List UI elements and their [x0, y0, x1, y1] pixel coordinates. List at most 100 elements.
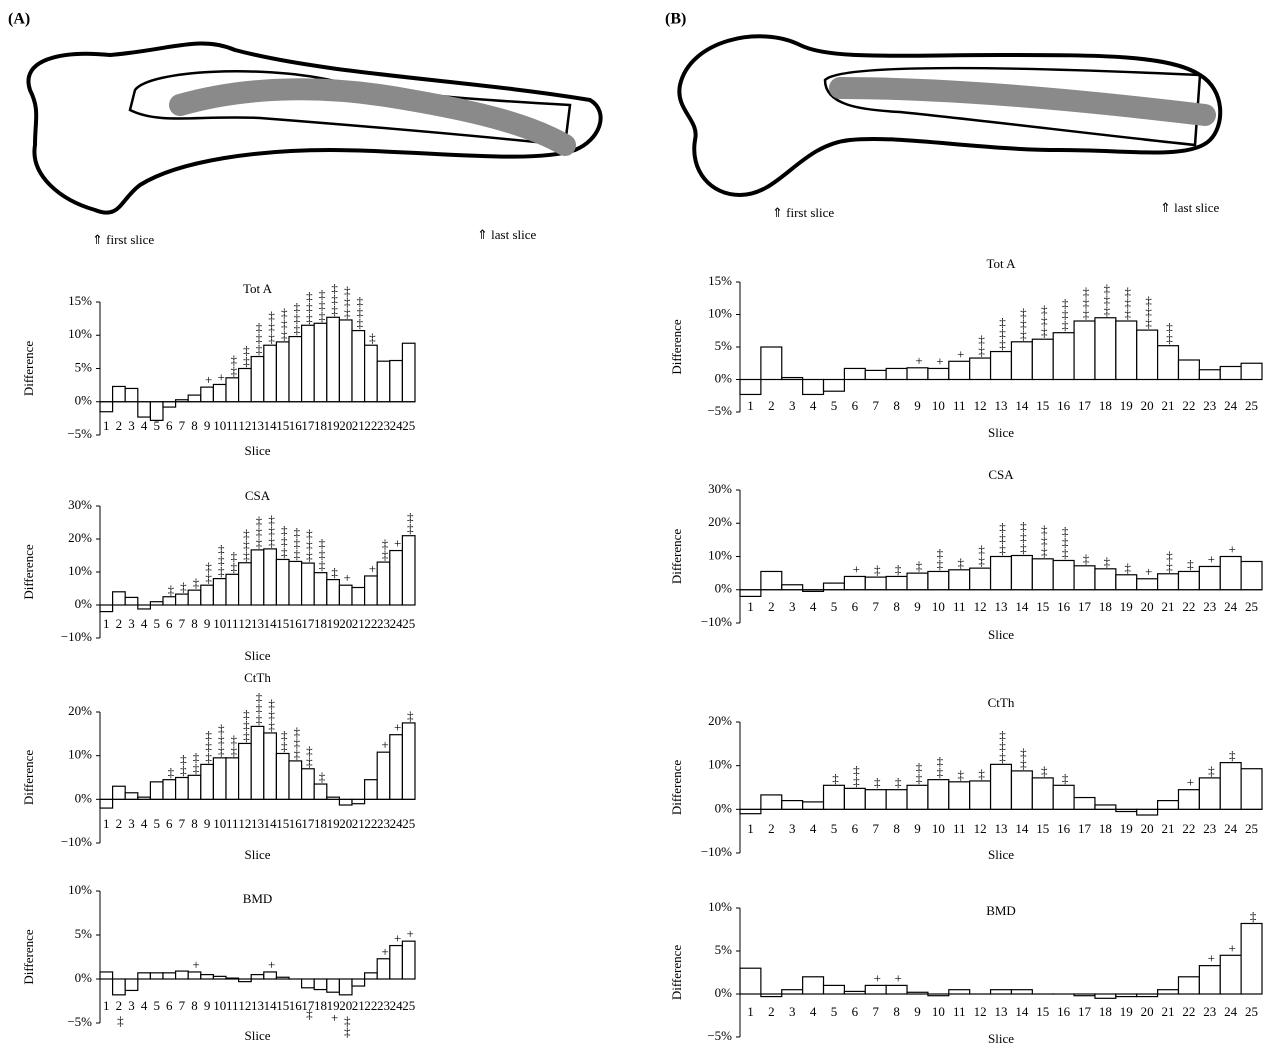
bar — [162, 596, 177, 606]
bar — [200, 584, 215, 606]
x-tick-label: 17 — [1078, 1004, 1092, 1019]
x-tick-label: 1 — [747, 1004, 754, 1019]
x-tick-label: 22 — [364, 616, 377, 631]
y-axis-label: Difference — [669, 319, 684, 375]
y-tick-label: 0% — [715, 985, 733, 1000]
bar — [401, 940, 416, 980]
x-tick-label: 22 — [1182, 398, 1195, 413]
x-tick-label: 24 — [1224, 1004, 1238, 1019]
bar — [99, 971, 114, 980]
bar — [225, 573, 240, 606]
significance-marker: ‡‡‡ — [252, 689, 267, 725]
bar — [137, 604, 152, 610]
x-tick-label: 18 — [314, 816, 327, 831]
x-tick-label: 13 — [995, 599, 1008, 614]
bar — [401, 535, 416, 606]
bar — [376, 360, 391, 403]
x-axis-label: Slice — [245, 443, 271, 458]
canal-outline — [128, 70, 572, 147]
x-tick-label: 22 — [1182, 1004, 1195, 1019]
x-tick-label: 1 — [103, 418, 110, 433]
x-tick-label: 25 — [1245, 599, 1258, 614]
bar — [212, 383, 227, 403]
x-tick-label: 14 — [264, 418, 278, 433]
significance-marker: ‡ — [1079, 551, 1094, 565]
x-tick-label: 8 — [893, 821, 900, 836]
significance-marker: ‡‡ — [911, 759, 926, 784]
bar — [263, 971, 277, 980]
y-tick-label: 5% — [75, 926, 93, 941]
significance-marker: ‡‡‡ — [327, 280, 342, 316]
significance-marker: ‡‡ — [403, 510, 418, 535]
bar — [969, 567, 992, 591]
bar — [864, 369, 887, 381]
y-tick-label: 30% — [68, 497, 92, 512]
x-tick-label: 7 — [872, 599, 879, 614]
bar — [326, 578, 340, 606]
bar — [364, 779, 378, 800]
bar — [301, 978, 315, 989]
y-axis-label: Difference — [21, 544, 36, 600]
significance-marker: + — [911, 353, 926, 364]
bar — [212, 757, 227, 800]
x-tick-label: 23 — [377, 418, 390, 433]
significance-marker: ‡‡ — [1162, 548, 1177, 573]
bar — [351, 586, 366, 606]
significance-marker: ‡‡‡ — [1016, 305, 1031, 341]
bar — [948, 781, 971, 810]
x-tick-label: 23 — [377, 816, 390, 831]
significance-marker: ‡‡‡ — [995, 727, 1010, 763]
significance-marker: ‡‡‡ — [1120, 284, 1135, 320]
bar — [1031, 558, 1054, 591]
significance-marker: ‡‡ — [849, 762, 864, 787]
x-tick-label: 24 — [390, 616, 404, 631]
significance-marker: ‡‡ — [974, 542, 989, 567]
bar — [200, 763, 215, 800]
significance-marker: + — [1204, 551, 1219, 562]
axis-rod — [169, 78, 576, 156]
x-tick-label: 21 — [352, 816, 365, 831]
bar — [822, 378, 846, 392]
x-tick-label: 18 — [314, 418, 327, 433]
x-tick-label: 14 — [1015, 398, 1029, 413]
chart-title: CtTh — [988, 695, 1015, 710]
x-tick-label: 8 — [191, 616, 198, 631]
y-tick-label: 10% — [68, 747, 92, 762]
significance-marker: ‡‡‡ — [1016, 519, 1031, 555]
x-tick-label: 7 — [872, 398, 879, 413]
x-tick-label: 3 — [789, 398, 796, 413]
x-tick-label: 16 — [1057, 599, 1071, 614]
bar — [1240, 362, 1263, 381]
x-tick-label: 4 — [810, 599, 817, 614]
significance-marker: ‡ — [1225, 748, 1240, 762]
bar — [338, 319, 353, 403]
x-tick-label: 14 — [1015, 1004, 1029, 1019]
bar — [969, 357, 992, 381]
bar — [802, 976, 825, 995]
bar — [313, 978, 328, 991]
bar — [1198, 777, 1221, 810]
x-tick-label: 20 — [339, 616, 352, 631]
x-tick-label: 25 — [1245, 821, 1258, 836]
bar — [275, 341, 290, 403]
x-tick-label: 19 — [327, 998, 340, 1013]
bar — [1094, 317, 1117, 381]
bar — [313, 322, 328, 403]
significance-marker: ‡‡‡ — [1058, 296, 1073, 332]
x-tick-label: 8 — [893, 398, 900, 413]
bar — [1031, 338, 1054, 381]
y-axis-label: Difference — [21, 929, 36, 985]
bar — [739, 589, 762, 598]
significance-marker: ‡‡‡ — [214, 542, 229, 578]
x-tick-label: 5 — [153, 816, 160, 831]
significance-marker: ‡‡‡ — [289, 300, 304, 336]
bar — [389, 734, 403, 800]
x-tick-label: 12 — [238, 418, 251, 433]
bar — [1240, 768, 1263, 810]
significance-marker: ‡ — [365, 330, 380, 344]
significance-marker: ‡ — [1058, 770, 1073, 784]
x-tick-label: 20 — [1141, 1004, 1154, 1019]
axis-rod — [829, 77, 1216, 126]
bar — [1240, 922, 1263, 995]
